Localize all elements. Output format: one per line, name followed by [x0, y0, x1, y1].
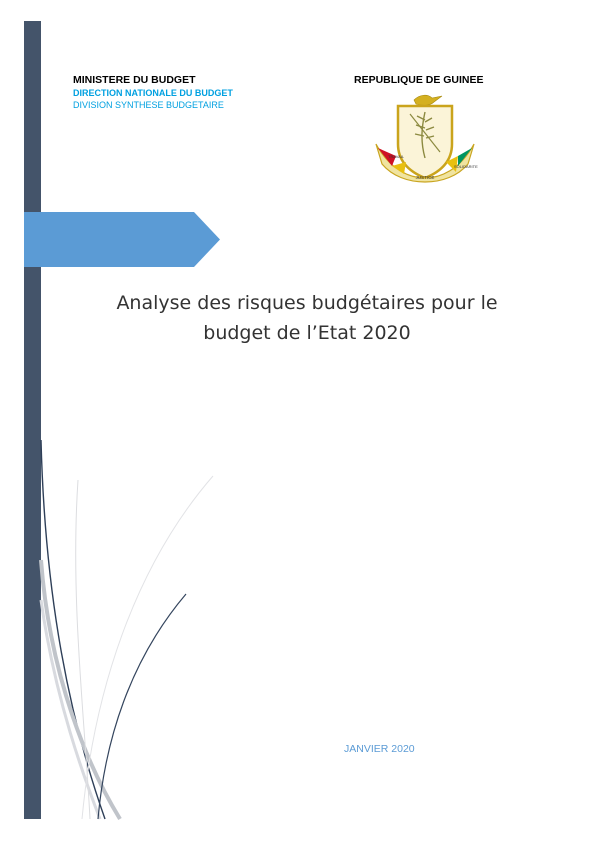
sidebar-bar: [24, 21, 41, 819]
title-line-2: budget de l’Etat 2020: [203, 322, 411, 344]
ministry-name: MINISTERE DU BUDGET: [73, 74, 196, 86]
direction-name: DIRECTION NATIONALE DU BUDGET: [73, 88, 233, 98]
ministry-header: MINISTERE DU BUDGET DIRECTION NATIONALE …: [73, 73, 233, 111]
division-name: DIVISION SYNTHESE BUDGETAIRE: [73, 100, 224, 110]
coat-of-arms-icon: JUSTICE TRAVAIL SOLIDARITE: [375, 94, 478, 183]
svg-text:JUSTICE: JUSTICE: [416, 175, 435, 180]
svg-text:TRAVAIL: TRAVAIL: [388, 154, 405, 159]
title-arrow-banner: [24, 212, 220, 267]
svg-text:SOLIDARITE: SOLIDARITE: [454, 164, 478, 169]
title-line-1: Analyse des risques budgétaires pour le: [116, 292, 498, 314]
document-title: Analyse des risques budgétaires pour le …: [100, 288, 514, 348]
republic-name: REPUBLIQUE DE GUINEE: [354, 74, 484, 86]
document-date: JANVIER 2020: [344, 743, 415, 755]
